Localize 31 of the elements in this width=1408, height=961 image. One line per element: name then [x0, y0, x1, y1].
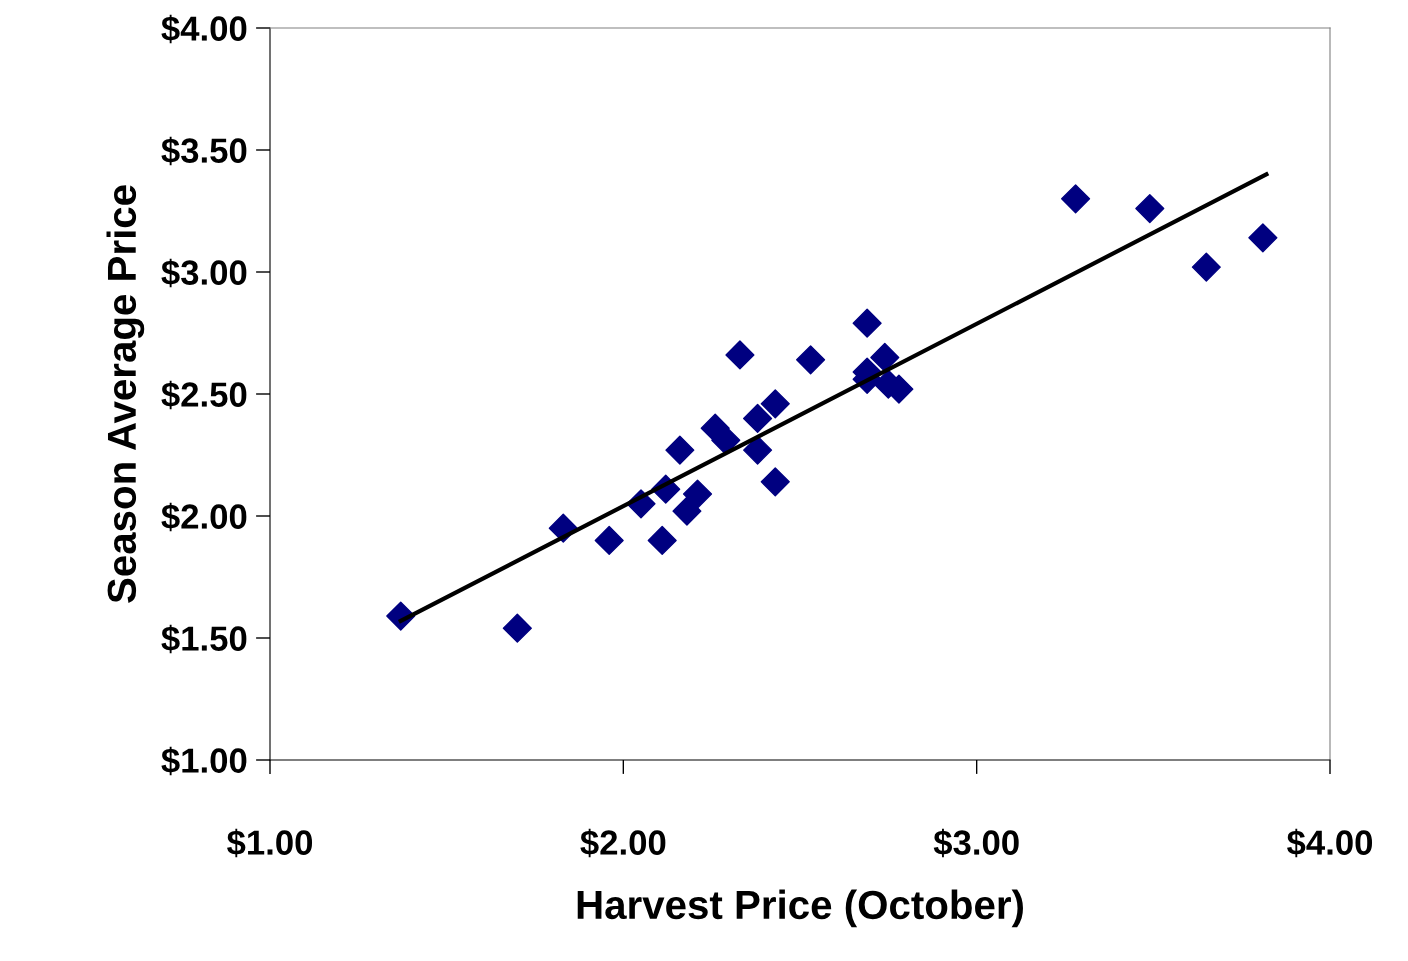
y-axis-title: Season Average Price	[106, 185, 145, 603]
x-axis-title: Harvest Price (October)	[577, 889, 1023, 928]
y-tick-label: $3.50	[161, 136, 247, 166]
point	[760, 389, 790, 419]
point	[1191, 252, 1221, 282]
y-tick-label: $1.50	[161, 624, 247, 654]
y-tick-label: $4.00	[161, 14, 247, 44]
x-tick-label: $3.00	[933, 828, 1019, 858]
y-tick-label: $3.00	[161, 258, 247, 288]
point	[796, 345, 826, 375]
x-tick-label: $1.00	[227, 828, 313, 858]
point	[672, 496, 702, 526]
x-tick-label: $2.00	[580, 828, 666, 858]
point	[594, 525, 624, 555]
point	[852, 308, 882, 338]
point	[1248, 223, 1278, 253]
point	[725, 340, 755, 370]
x-tick-label: $4.00	[1287, 828, 1373, 858]
point	[647, 525, 677, 555]
point	[502, 613, 532, 643]
point	[743, 403, 773, 433]
point	[743, 435, 773, 465]
y-tick-label: $2.00	[161, 502, 247, 532]
y-tick-label: $1.00	[161, 746, 247, 776]
y-tick-label: $2.50	[161, 380, 247, 410]
point	[1061, 184, 1091, 214]
point	[870, 342, 900, 372]
point	[682, 479, 713, 509]
point	[1135, 193, 1165, 224]
point	[760, 467, 790, 497]
point	[665, 435, 695, 465]
